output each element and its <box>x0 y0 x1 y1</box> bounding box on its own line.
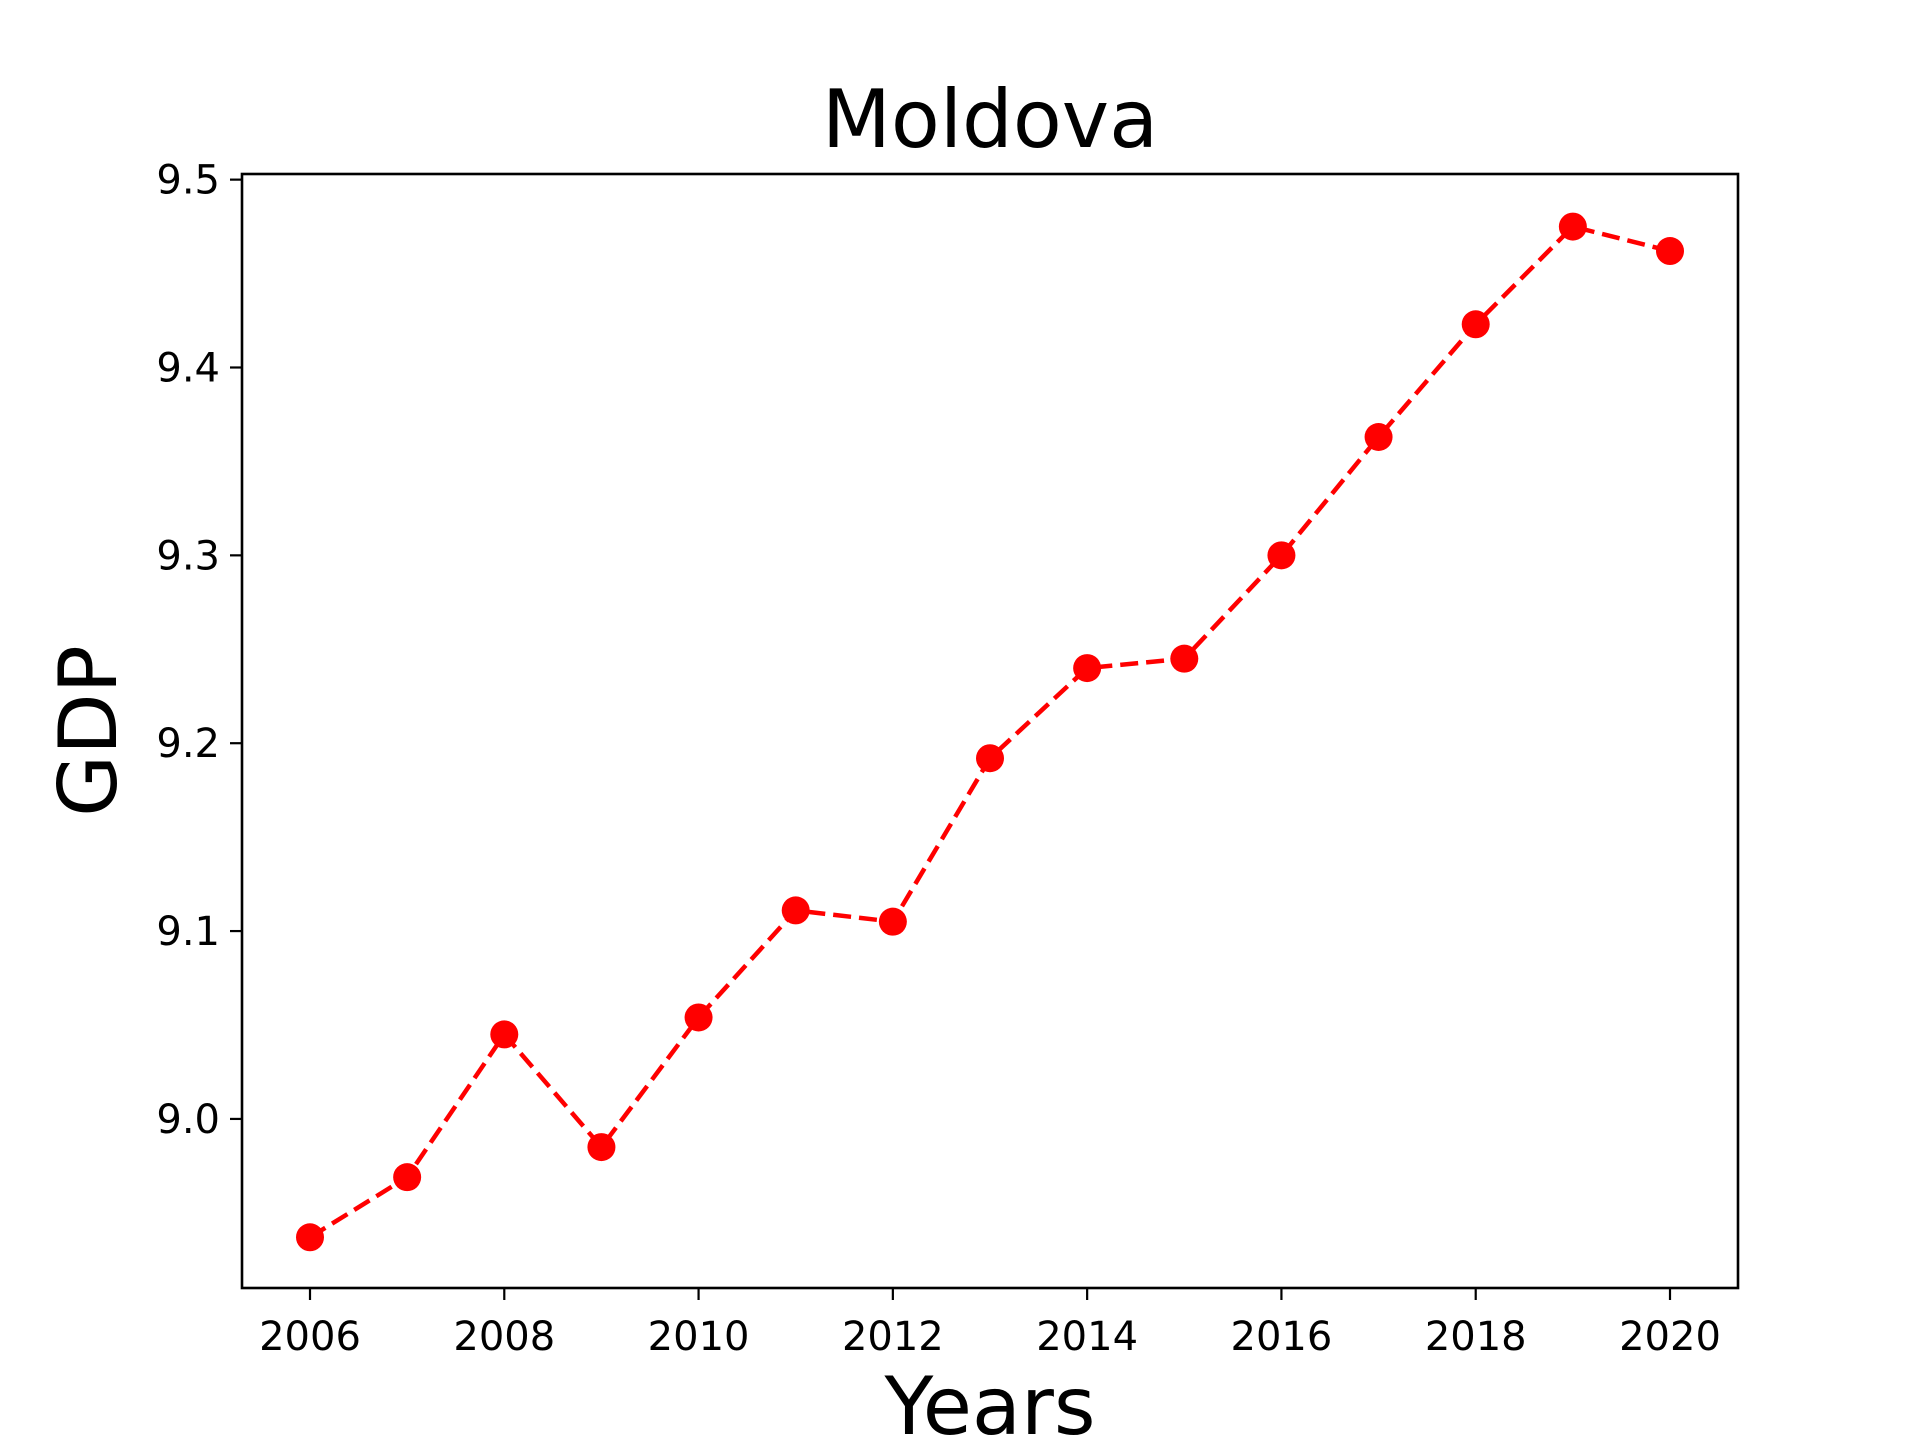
data-point-2009 <box>587 1133 616 1162</box>
y-axis-label: GDP <box>42 645 135 817</box>
axes-frame <box>240 172 1740 1290</box>
x-tick-label: 2020 <box>1619 1314 1721 1360</box>
x-tick-label: 2006 <box>259 1314 361 1360</box>
x-tick-label: 2018 <box>1425 1314 1527 1360</box>
data-point-2008 <box>490 1020 519 1049</box>
y-tick-label: 9.4 <box>156 345 220 391</box>
x-axis-ticks: 2006 2008 2010 2012 2014 2016 2018 2020 <box>259 1288 1721 1360</box>
x-tick-label: 2014 <box>1036 1314 1138 1360</box>
data-point-2019 <box>1558 212 1587 241</box>
y-tick-label: 9.0 <box>156 1097 220 1143</box>
data-point-2012 <box>878 907 907 936</box>
y-tick-label: 9.3 <box>156 533 220 579</box>
data-point-2006 <box>296 1223 324 1252</box>
y-tick-label: 9.5 <box>156 158 220 204</box>
data-point-2007 <box>393 1163 422 1192</box>
data-point-2011 <box>781 896 810 925</box>
y-tick-label: 9.2 <box>156 721 220 767</box>
x-axis-label: Years <box>883 1360 1095 1440</box>
data-point-2020 <box>1656 237 1684 266</box>
x-tick-label: 2012 <box>842 1314 944 1360</box>
chart-title: Moldova <box>822 73 1158 166</box>
data-point-2013 <box>976 744 1004 773</box>
x-tick-label: 2016 <box>1231 1314 1333 1360</box>
plot-area <box>296 212 1684 1252</box>
data-point-2010 <box>684 1003 713 1032</box>
y-axis-ticks: 9.0 9.1 9.2 9.3 9.4 9.5 <box>156 158 242 1143</box>
x-tick-label: 2008 <box>453 1314 555 1360</box>
data-point-2018 <box>1461 310 1490 339</box>
x-tick-label: 2010 <box>648 1314 750 1360</box>
data-point-2017 <box>1364 423 1393 452</box>
data-point-2016 <box>1267 541 1296 570</box>
y-tick-label: 9.1 <box>156 909 220 955</box>
data-point-2014 <box>1073 654 1102 683</box>
data-point-2015 <box>1170 644 1199 673</box>
